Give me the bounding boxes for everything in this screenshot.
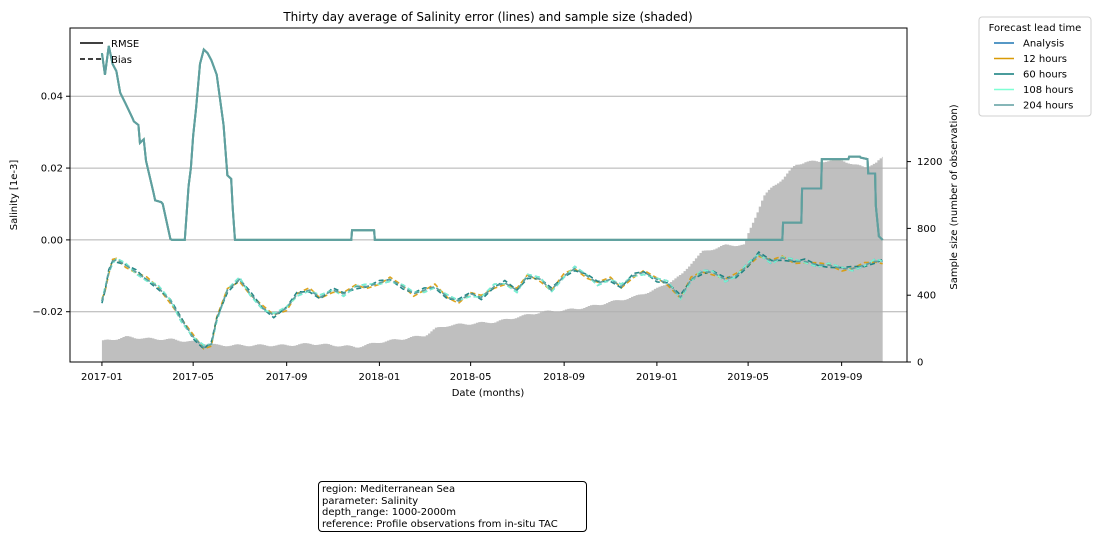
- x-tick-label: 2017-05: [172, 372, 214, 383]
- x-tick-label: 2018-01: [359, 372, 401, 383]
- axes-frame: [69, 27, 908, 363]
- series-legend-items: Analysis 12 hours 60 hours 108 hours 204 hou…: [994, 39, 1073, 112]
- plot-area: [70, 45, 907, 362]
- series-legend: Forecast lead time Analysis 12 hours 60 ho…: [978, 16, 1092, 117]
- rmse-legend-label: RMSE: [111, 39, 139, 50]
- sample-size-bars: [101, 156, 883, 362]
- rmse-line-4: [100, 45, 884, 241]
- bias-line-4: [101, 253, 883, 349]
- y2-tick-label: 0: [917, 358, 923, 369]
- info-depth-range: depth_range: 1000-2000m: [322, 507, 456, 518]
- x-tick-label: 2019-05: [727, 372, 769, 383]
- series-legend-frame: [978, 16, 1092, 117]
- chart-title: Thirty day average of Salinity error (li…: [282, 10, 692, 24]
- x-tick-label: 2019-01: [636, 372, 678, 383]
- legend-label-4: 204 hours: [1023, 101, 1073, 112]
- info-box: region: Mediterranean Sea parameter: Sal…: [318, 481, 587, 532]
- legend-label-2: 60 hours: [1023, 70, 1067, 81]
- y2-axis-label: Sample size (number of observation): [949, 104, 960, 289]
- info-region: region: Mediterranean Sea: [322, 484, 456, 495]
- x-axis-ticks: 2017-01 2017-05 2017-09 2018-01 2018-05 2018-…: [81, 362, 863, 383]
- y-tick-label: 0.04: [41, 92, 63, 103]
- y-axis-label: Salinity [1e-3]: [9, 160, 20, 231]
- style-legend: RMSE Bias: [80, 39, 139, 66]
- info-parameter: parameter: Salinity: [322, 495, 419, 507]
- legend-label-3: 108 hours: [1023, 85, 1073, 96]
- x-tick-label: 2018-05: [450, 372, 492, 383]
- rmse-lines: [100, 45, 884, 241]
- sample-size-shade: [101, 156, 883, 362]
- y2-tick-label: 400: [917, 291, 936, 302]
- legend-label-0: Analysis: [1023, 39, 1064, 50]
- y-axis-ticks: −0.02 0.00 0.02 0.04: [32, 92, 70, 318]
- y-tick-label: 0.02: [41, 164, 63, 175]
- bias-line-3: [101, 253, 883, 346]
- x-tick-label: 2017-09: [266, 372, 308, 383]
- bias-lines: [101, 250, 884, 351]
- x-tick-label: 2017-01: [81, 372, 123, 383]
- legend-label-1: 12 hours: [1023, 54, 1067, 65]
- y2-axis-ticks: 0 400 800 1200: [907, 157, 942, 369]
- bias-legend-label: Bias: [111, 55, 132, 66]
- series-legend-title: Forecast lead time: [989, 23, 1082, 34]
- x-tick-label: 2018-09: [543, 372, 585, 383]
- bias-line-2: [101, 250, 884, 351]
- y-tick-label: −0.02: [32, 307, 63, 318]
- y2-tick-label: 800: [917, 224, 936, 235]
- y-tick-label: 0.00: [41, 235, 63, 246]
- info-reference: reference: Profile observations from in-…: [322, 518, 558, 530]
- y2-tick-label: 1200: [917, 157, 942, 168]
- x-tick-label: 2019-09: [821, 372, 863, 383]
- x-axis-label: Date (months): [452, 388, 525, 399]
